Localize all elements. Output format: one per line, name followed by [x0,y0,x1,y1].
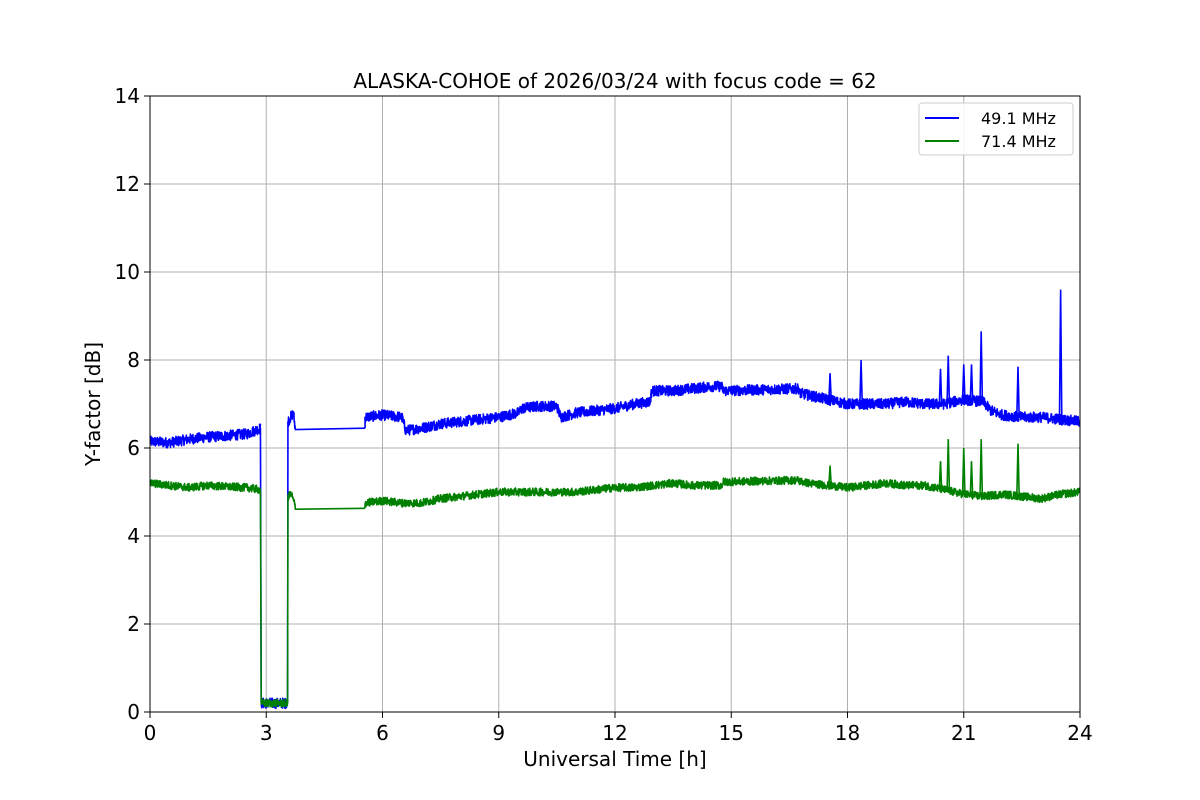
x-tick-label: 24 [1067,721,1092,745]
x-tick-label: 3 [260,721,273,745]
series-1 [150,439,1080,708]
series-spike [946,439,951,491]
legend-label: 49.1 MHz [981,109,1056,128]
x-axis-title: Universal Time [h] [523,747,706,771]
chart-title: ALASKA-COHOE of 2026/03/24 with focus co… [353,69,876,93]
series-line-segment [260,698,289,708]
legend: 49.1 MHz 71.4 MHz [918,102,1074,156]
y-tick-label: 6 [127,436,140,460]
y-axis-title: Y-factor [dB] [81,342,105,467]
series-line-segment [287,491,366,510]
y-tick-label: 2 [127,612,140,636]
series-line-segment [287,410,366,431]
series-line-segment [798,387,1080,427]
series-line-segment [364,380,800,436]
series-spike [961,364,966,400]
series-spike [938,461,943,489]
series-line-segment [150,479,262,494]
series-line-segment [798,477,1080,504]
y-tick-label: 10 [115,260,140,284]
series-spike [979,439,984,497]
legend-label: 71.4 MHz [981,132,1056,151]
series-spike [946,355,951,404]
series-spike [1016,366,1020,417]
plot-series [150,289,1080,710]
series-connector [259,489,263,704]
x-tick-label: 9 [492,721,505,745]
series-spike [828,465,833,486]
series-spike [938,368,943,405]
y-tick-label: 0 [127,700,140,724]
y-tick-label: 4 [127,524,140,548]
y-tick-label: 8 [127,348,140,372]
y-tick-label: 14 [115,84,140,108]
series-spike [859,359,864,405]
y-tick-label: 12 [115,172,140,196]
x-tick-label: 21 [951,721,976,745]
series-spike [969,364,974,401]
series-spike [979,331,984,402]
series-spike [1016,443,1020,496]
x-tick-label: 12 [602,721,627,745]
x-tick-label: 15 [719,721,744,745]
x-tick-label: 0 [144,721,157,745]
x-tick-label: 18 [835,721,860,745]
series-line-segment [150,423,262,449]
series-spike [828,373,833,401]
series-spike [969,461,974,496]
series-spike [1058,289,1063,420]
x-tick-label: 6 [376,721,389,745]
series-spike [961,447,966,495]
series-line-segment [364,475,800,508]
